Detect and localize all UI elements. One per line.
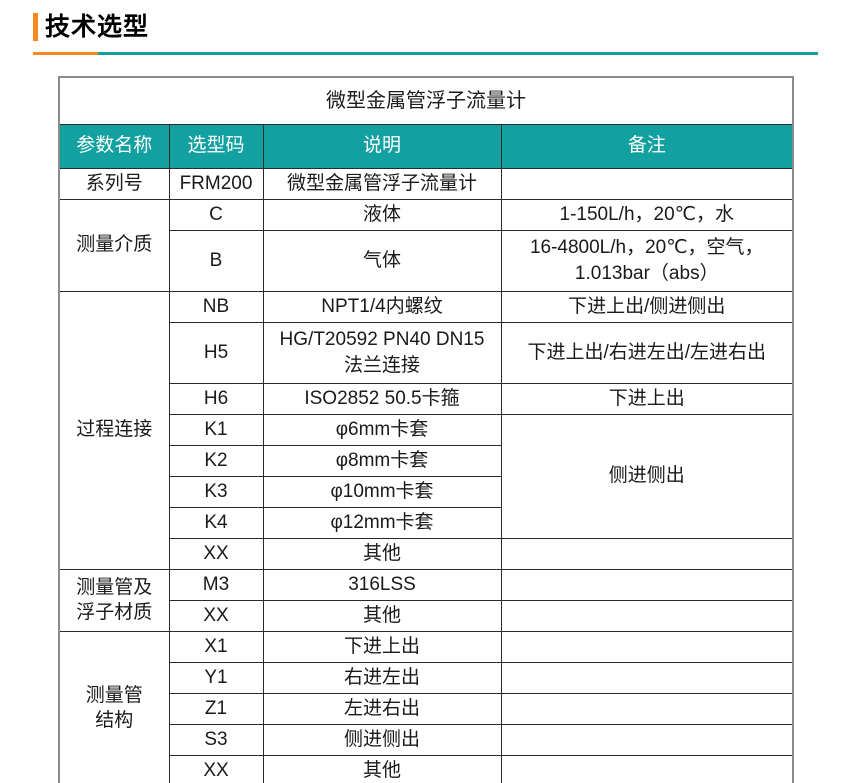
table-row: Y1 右进左出 [59, 661, 794, 694]
desc-cell: HG/T20592 PN40 DN15 法兰连接 [262, 321, 502, 384]
table-row: K4 φ12mm卡套 [59, 506, 793, 539]
desc-cell: 侧进侧出 [262, 723, 502, 756]
desc-cell: 液体 [262, 198, 502, 231]
note-cell: 1-150L/h，20℃，水 [500, 198, 794, 231]
desc-cell: ISO2852 50.5卡箍 [262, 382, 502, 415]
column-header-note: 备注 [500, 123, 794, 169]
note-cell [500, 754, 794, 783]
param-cell: 过程连接 [58, 290, 170, 570]
desc-cell: φ10mm卡套 [262, 475, 502, 508]
desc-cell: 其他 [262, 537, 502, 570]
table-header-row: 参数名称 选型码 说明 备注 [58, 123, 794, 169]
note-cell [500, 167, 794, 200]
desc-cell: 气体 [262, 229, 502, 292]
column-header-code: 选型码 [168, 123, 264, 169]
table-row: 测量管 结构 X1 下进上出 [58, 630, 794, 783]
desc-cell: φ6mm卡套 [262, 413, 502, 446]
desc-cell: 其他 [262, 754, 502, 783]
table-row: K1 φ6mm卡套 侧进侧出 [59, 413, 794, 539]
code-cell: XX [168, 754, 264, 783]
table-row: XX 其他 [59, 754, 794, 783]
desc-cell: φ12mm卡套 [262, 506, 502, 539]
desc-cell: φ8mm卡套 [262, 444, 502, 477]
table-row: B 气体 16-4800L/h，20℃，空气， 1.013bar（abs） [59, 229, 794, 292]
table-row: XX 其他 [59, 537, 794, 570]
code-cell: XX [168, 599, 264, 632]
code-cell: B [168, 229, 264, 292]
table-row: S3 侧进侧出 [59, 723, 794, 756]
selection-table: 微型金属管浮子流量计 参数名称 选型码 说明 备注 系列号 FRM200 微型金… [58, 76, 794, 783]
code-cell: C [168, 198, 264, 231]
desc-cell: 右进左出 [262, 661, 502, 694]
note-cell [500, 723, 794, 756]
code-cell: NB [168, 290, 264, 323]
code-cell: K4 [168, 506, 264, 539]
code-cell: H6 [168, 382, 264, 415]
code-cell: FRM200 [168, 167, 264, 200]
note-cell: 侧进侧出 [500, 413, 794, 539]
table-row: XX 其他 [59, 599, 794, 632]
note-cell [500, 537, 794, 570]
table-row: 过程连接 NB NPT1/4内螺纹 下进上出/侧进侧出 [58, 290, 794, 570]
code-cell: XX [168, 537, 264, 570]
table-row: K2 φ8mm卡套 [59, 444, 793, 477]
note-cell: 16-4800L/h，20℃，空气， 1.013bar（abs） [500, 229, 794, 292]
column-header-desc: 说明 [262, 123, 502, 169]
note-cell: 下进上出/侧进侧出 [500, 290, 794, 323]
param-cell: 系列号 [58, 167, 170, 200]
title-accent-bar [33, 13, 38, 41]
code-cell: X1 [168, 630, 264, 663]
param-cell: 测量管及 浮子材质 [58, 568, 170, 632]
code-cell: Z1 [168, 692, 264, 725]
param-cell: 测量介质 [58, 198, 170, 292]
note-cell: 下进上出/右进左出/左进右出 [500, 321, 794, 384]
note-cell [500, 599, 794, 632]
desc-cell: 微型金属管浮子流量计 [262, 167, 502, 200]
table-row: 系列号 FRM200 微型金属管浮子流量计 [58, 167, 794, 200]
code-cell: K2 [168, 444, 264, 477]
page-header: 技术选型 [0, 0, 850, 60]
desc-cell: 其他 [262, 599, 502, 632]
table-title-row: 微型金属管浮子流量计 [58, 76, 794, 125]
param-cell: 测量管 结构 [58, 630, 170, 783]
code-cell: S3 [168, 723, 264, 756]
code-cell: H5 [168, 321, 264, 384]
product-title: 微型金属管浮子流量计 [58, 76, 794, 125]
desc-cell: 左进右出 [262, 692, 502, 725]
table-row: H6 ISO2852 50.5卡箍 下进上出 [59, 382, 794, 415]
desc-cell: 下进上出 [262, 630, 502, 663]
note-cell [500, 661, 794, 694]
page-title: 技术选型 [45, 13, 150, 41]
column-header-param: 参数名称 [58, 123, 170, 169]
code-cell: K3 [168, 475, 264, 508]
table-row: Z1 左进右出 [59, 692, 794, 725]
note-cell [500, 630, 794, 663]
note-cell: 下进上出 [500, 382, 794, 415]
underline-teal-segment [98, 52, 818, 55]
table-row: K3 φ10mm卡套 [59, 475, 793, 508]
code-cell: M3 [168, 568, 264, 601]
table-row: H5 HG/T20592 PN40 DN15 法兰连接 下进上出/右进左出/左进… [59, 321, 794, 384]
code-cell: Y1 [168, 661, 264, 694]
table-row: 测量介质 C 液体 1-150L/h，20℃，水 [58, 198, 794, 292]
note-cell [500, 692, 794, 725]
code-cell: K1 [168, 413, 264, 446]
underline-orange-segment [33, 52, 98, 55]
desc-cell: NPT1/4内螺纹 [262, 290, 502, 323]
desc-cell: 316LSS [262, 568, 502, 601]
table-row: 测量管及 浮子材质 M3 316LSS [58, 568, 794, 632]
note-cell [500, 568, 794, 601]
